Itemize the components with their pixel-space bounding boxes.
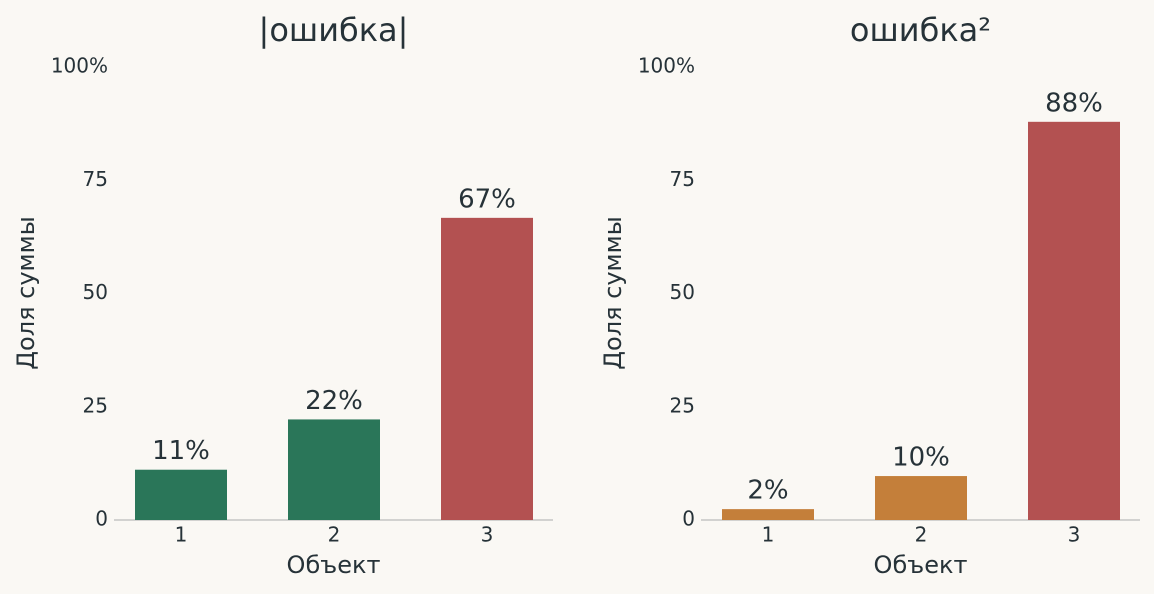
x-axis-label: Объект xyxy=(874,551,968,579)
x-tick-label: 1 xyxy=(175,523,188,547)
y-axis-label: Доля суммы xyxy=(599,216,627,369)
x-axis-label: Объект xyxy=(287,551,381,579)
x-tick-label: 3 xyxy=(481,523,494,547)
y-axis-label: Доля суммы xyxy=(12,216,40,369)
x-tick-label: 1 xyxy=(762,523,775,547)
y-tick-label: 100% xyxy=(51,54,108,78)
value-label: 67% xyxy=(458,184,516,214)
chart-title: ошибка² xyxy=(850,11,991,49)
x-tick-label: 3 xyxy=(1068,523,1081,547)
value-label: 2% xyxy=(747,476,788,506)
bar xyxy=(441,217,533,520)
value-label: 10% xyxy=(892,443,950,473)
y-tick-label: 50 xyxy=(670,280,695,304)
y-tick-label: 0 xyxy=(682,507,695,531)
bar xyxy=(1028,121,1120,521)
y-tick-label: 50 xyxy=(83,280,108,304)
value-label: 11% xyxy=(152,436,210,466)
x-tick-label: 2 xyxy=(915,523,928,547)
y-tick-label: 100% xyxy=(638,54,695,78)
y-tick-label: 25 xyxy=(83,393,108,417)
bar xyxy=(288,419,380,520)
value-label: 22% xyxy=(305,386,363,416)
bar xyxy=(875,476,967,520)
y-tick-label: 0 xyxy=(95,507,108,531)
x-tick-label: 2 xyxy=(328,523,341,547)
y-tick-label: 75 xyxy=(83,167,108,191)
y-tick-label: 25 xyxy=(670,393,695,417)
value-label: 88% xyxy=(1045,88,1103,118)
bar xyxy=(135,469,227,520)
y-tick-label: 75 xyxy=(670,167,695,191)
chart-title: |ошибка| xyxy=(259,11,409,49)
bar xyxy=(722,509,814,520)
